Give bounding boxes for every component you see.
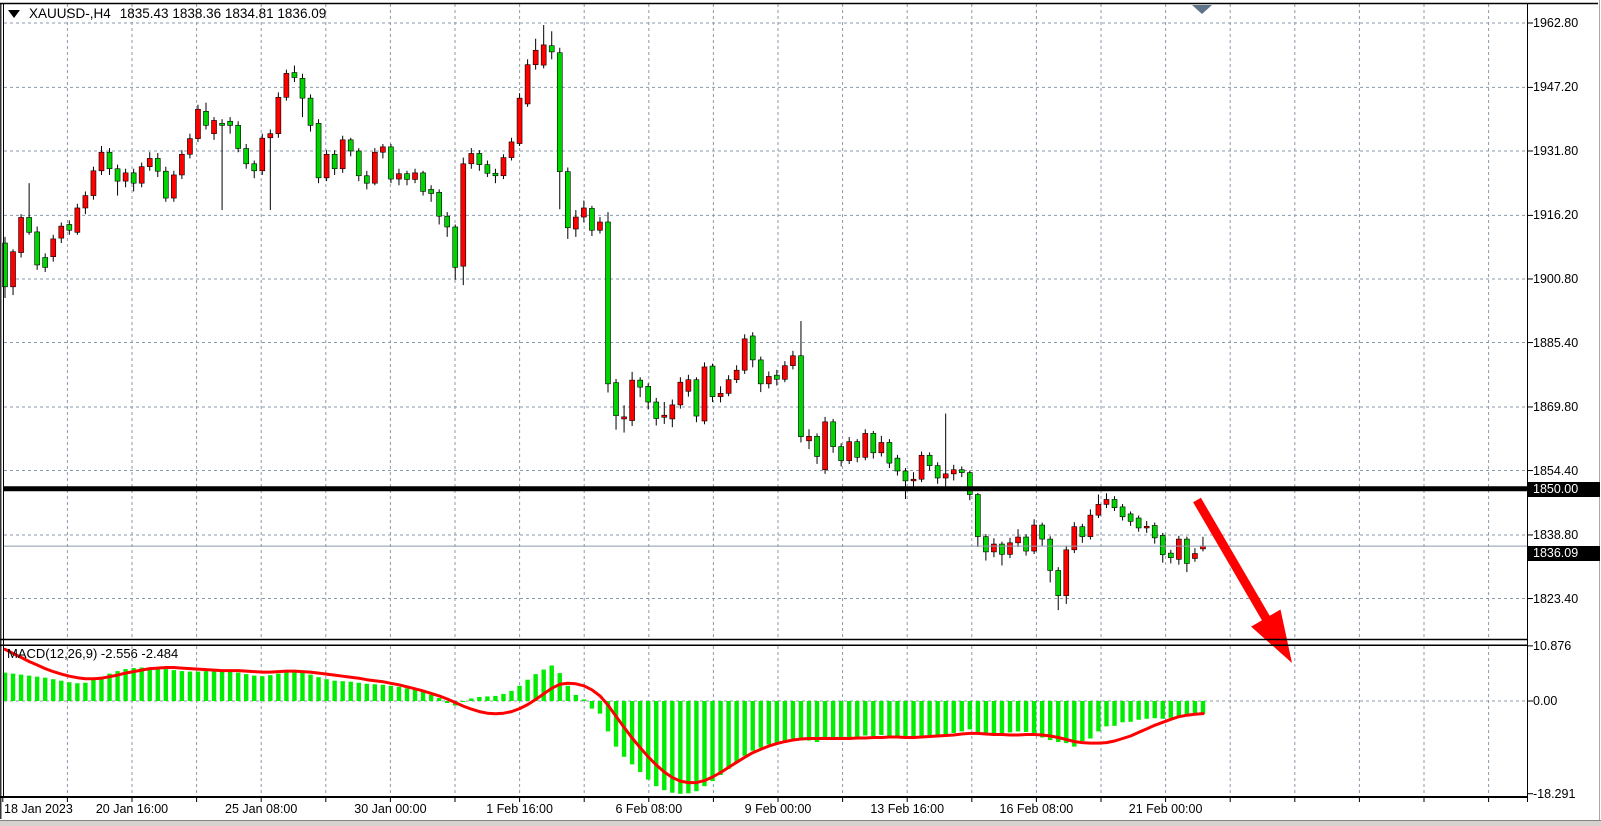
chart-shift-marker-icon[interactable] <box>1192 5 1212 14</box>
time-axis-label: 9 Feb 00:00 <box>744 802 812 816</box>
symbol-period-label: XAUUSD-,H4 <box>29 6 111 21</box>
price-axis-label: 1823.40 <box>1533 591 1579 606</box>
price-axis-label: 1962.80 <box>1533 15 1579 30</box>
price-axis-label: 1885.40 <box>1533 335 1579 350</box>
symbol-dropdown-icon <box>8 9 20 18</box>
time-axis-label: 30 Jan 00:00 <box>354 802 427 816</box>
price-axis-label: 1900.80 <box>1533 271 1579 286</box>
chart-title: XAUUSD-,H4 1835.43 1838.36 1834.81 1836.… <box>8 6 326 21</box>
time-axis-label: 25 Jan 08:00 <box>225 802 298 816</box>
price-level-label: 1850.00 <box>1528 481 1600 497</box>
time-axis-label: 6 Feb 08:00 <box>615 802 683 816</box>
macd-axis-label: -18.291 <box>1533 786 1576 801</box>
down-arrow-head[interactable] <box>1251 609 1292 663</box>
price-axis-label: 1869.80 <box>1533 399 1579 414</box>
ohlc-values: 1835.43 1838.36 1834.81 1836.09 <box>119 6 327 21</box>
down-arrow-annotation[interactable] <box>1193 497 1273 626</box>
price-axis-label: 1931.80 <box>1533 143 1579 158</box>
macd-axis-label: 0.00 <box>1533 694 1558 708</box>
status-strip <box>0 820 1601 826</box>
macd-indicator-label: MACD(12,26,9) -2.556 -2.484 <box>7 646 179 661</box>
time-axis-label: 18 Jan 2023 <box>4 802 73 816</box>
price-axis-label: 1854.40 <box>1533 463 1579 478</box>
bid-price-label: 1836.09 <box>1528 546 1600 562</box>
price-axis-label: 1916.20 <box>1533 208 1579 223</box>
time-axis-label: 16 Feb 08:00 <box>999 802 1074 816</box>
price-axis-label: 1947.20 <box>1533 80 1579 95</box>
time-axis-label: 13 Feb 16:00 <box>870 802 945 816</box>
time-axis-label: 1 Feb 16:00 <box>486 802 553 816</box>
time-axis-label: 21 Feb 00:00 <box>1128 802 1203 816</box>
time-axis-label: 20 Jan 16:00 <box>95 802 169 816</box>
price-axis-label: 1838.80 <box>1533 527 1579 542</box>
macd-axis-label: 10.876 <box>1533 638 1572 653</box>
